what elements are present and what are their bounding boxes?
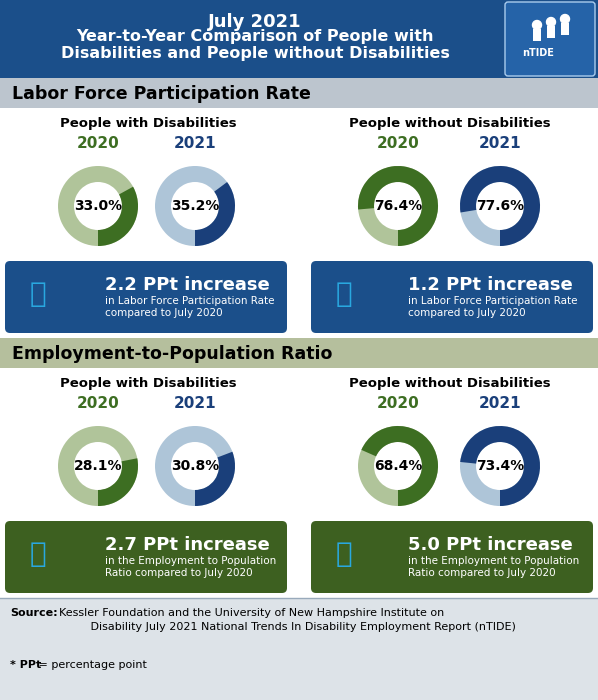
Text: 2021: 2021	[478, 396, 521, 411]
Text: in Labor Force Participation Rate: in Labor Force Participation Rate	[408, 296, 578, 306]
FancyBboxPatch shape	[5, 521, 287, 593]
FancyBboxPatch shape	[0, 108, 598, 338]
Wedge shape	[155, 426, 235, 506]
Text: 2020: 2020	[377, 396, 419, 411]
Text: compared to July 2020: compared to July 2020	[408, 308, 526, 318]
Text: 1.2 PPt increase: 1.2 PPt increase	[408, 276, 573, 294]
Wedge shape	[460, 166, 540, 246]
Text: People with Disabilities: People with Disabilities	[60, 117, 236, 130]
Text: 30.8%: 30.8%	[171, 459, 219, 473]
Text: nTIDE: nTIDE	[522, 48, 554, 58]
FancyBboxPatch shape	[0, 598, 598, 700]
Text: Disabilities and People without Disabilities: Disabilities and People without Disabili…	[60, 46, 450, 61]
FancyBboxPatch shape	[547, 26, 555, 38]
Text: 2.7 PPt increase: 2.7 PPt increase	[105, 536, 270, 554]
FancyBboxPatch shape	[311, 261, 593, 333]
Wedge shape	[460, 166, 540, 246]
Text: in the Employment to Population: in the Employment to Population	[105, 556, 276, 566]
Text: 28.1%: 28.1%	[74, 459, 122, 473]
Text: 5.0 PPt increase: 5.0 PPt increase	[408, 536, 573, 554]
Text: 2020: 2020	[377, 136, 419, 151]
Text: 👥: 👥	[335, 280, 352, 308]
Text: 76.4%: 76.4%	[374, 199, 422, 213]
Wedge shape	[358, 166, 438, 246]
FancyBboxPatch shape	[561, 23, 569, 35]
Text: 2.2 PPt increase: 2.2 PPt increase	[105, 276, 270, 294]
Wedge shape	[460, 426, 540, 506]
Text: July 2021: July 2021	[208, 13, 302, 31]
Circle shape	[532, 20, 542, 29]
Text: 🦽: 🦽	[30, 540, 46, 568]
FancyBboxPatch shape	[0, 338, 598, 368]
Text: 2021: 2021	[173, 396, 216, 411]
FancyBboxPatch shape	[311, 521, 593, 593]
Wedge shape	[98, 458, 138, 506]
Wedge shape	[358, 166, 438, 246]
Text: 68.4%: 68.4%	[374, 459, 422, 473]
FancyBboxPatch shape	[0, 0, 598, 78]
Text: 2021: 2021	[478, 136, 521, 151]
Text: Source:: Source:	[10, 608, 57, 618]
Text: Employment-to-Population Ratio: Employment-to-Population Ratio	[12, 345, 332, 363]
Text: 🦽: 🦽	[30, 280, 46, 308]
Text: 👥: 👥	[335, 540, 352, 568]
Text: People without Disabilities: People without Disabilities	[349, 377, 551, 390]
Text: = percentage point: = percentage point	[35, 660, 147, 670]
Text: 2020: 2020	[77, 136, 120, 151]
Text: compared to July 2020: compared to July 2020	[105, 308, 222, 318]
Wedge shape	[195, 452, 235, 506]
FancyBboxPatch shape	[505, 2, 595, 76]
Wedge shape	[358, 426, 438, 506]
Text: in the Employment to Population: in the Employment to Population	[408, 556, 579, 566]
FancyBboxPatch shape	[5, 261, 287, 333]
Wedge shape	[98, 187, 138, 246]
Text: 2021: 2021	[173, 136, 216, 151]
Text: Kessler Foundation and the University of New Hampshire Institute on
           D: Kessler Foundation and the University of…	[52, 608, 516, 632]
Wedge shape	[155, 166, 235, 246]
Circle shape	[547, 18, 556, 27]
Wedge shape	[58, 166, 138, 246]
FancyBboxPatch shape	[0, 78, 598, 108]
Wedge shape	[361, 426, 438, 506]
Text: 33.0%: 33.0%	[74, 199, 122, 213]
Text: * PPt: * PPt	[10, 660, 41, 670]
Text: Labor Force Participation Rate: Labor Force Participation Rate	[12, 85, 311, 103]
Text: Year-to-Year Comparison of People with: Year-to-Year Comparison of People with	[77, 29, 434, 44]
Text: 35.2%: 35.2%	[171, 199, 219, 213]
Text: 77.6%: 77.6%	[476, 199, 524, 213]
Text: 73.4%: 73.4%	[476, 459, 524, 473]
Wedge shape	[58, 426, 138, 506]
Text: Ratio compared to July 2020: Ratio compared to July 2020	[105, 568, 252, 578]
Circle shape	[560, 15, 569, 24]
Text: People with Disabilities: People with Disabilities	[60, 377, 236, 390]
Text: People without Disabilities: People without Disabilities	[349, 117, 551, 130]
Wedge shape	[460, 426, 540, 506]
Text: in Labor Force Participation Rate: in Labor Force Participation Rate	[105, 296, 274, 306]
FancyBboxPatch shape	[533, 29, 541, 41]
FancyBboxPatch shape	[0, 368, 598, 598]
Wedge shape	[195, 182, 235, 246]
Text: Ratio compared to July 2020: Ratio compared to July 2020	[408, 568, 556, 578]
Text: 2020: 2020	[77, 396, 120, 411]
